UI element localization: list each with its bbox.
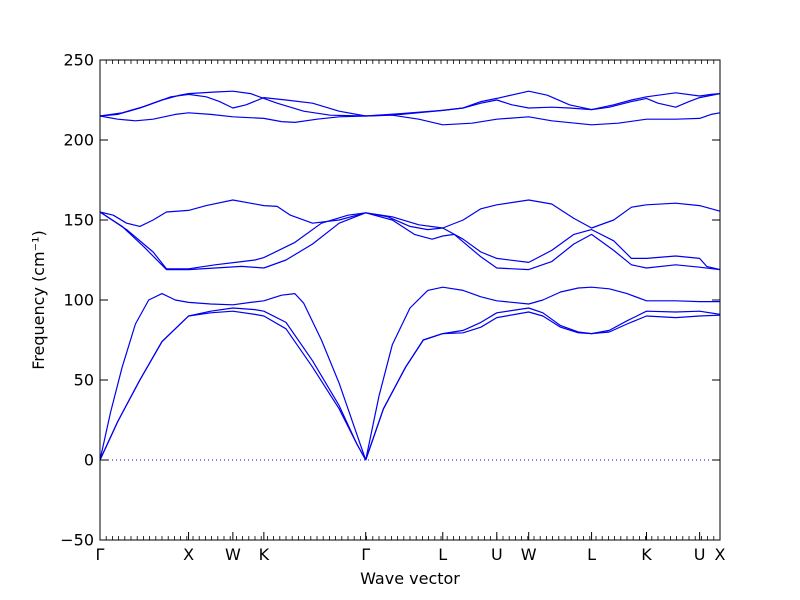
x-tick-label: L: [438, 545, 447, 564]
band-line-11: [99, 93, 721, 117]
band-line-12: [99, 112, 721, 126]
band-line-9: [99, 211, 721, 271]
y-tick-label: 200: [63, 131, 94, 150]
x-tick-label: Γ: [361, 545, 370, 564]
y-tick-label: 100: [63, 291, 94, 310]
x-tick-label: W: [225, 545, 241, 564]
band-line-8: [99, 211, 721, 271]
x-tick-label: K: [641, 545, 652, 564]
minor-tick-layer: [100, 60, 720, 540]
series-layer: [99, 90, 721, 461]
y-axis-label: Frequency (cm⁻¹): [29, 230, 48, 369]
x-tick-label: W: [521, 545, 537, 564]
x-tick-label: X: [183, 545, 194, 564]
band-line-6: [365, 311, 721, 461]
band-line-3: [99, 307, 367, 461]
y-tick-label: −50: [60, 531, 94, 550]
x-axis-label: Wave vector: [360, 569, 460, 588]
y-tick-label: 250: [63, 51, 94, 70]
band-line-1: [99, 293, 367, 461]
x-tick-label: K: [259, 545, 270, 564]
y-tick-label: 0: [84, 451, 94, 470]
x-tick-label: Γ: [96, 545, 105, 564]
band-line-4: [365, 286, 720, 461]
x-tick-label: U: [491, 545, 503, 564]
y-tick-label: 150: [63, 211, 94, 230]
x-tick-label: L: [587, 545, 596, 564]
y-tick-label: 50: [74, 371, 94, 390]
x-tick-label: U: [694, 545, 706, 564]
x-tick-label: X: [715, 545, 726, 564]
